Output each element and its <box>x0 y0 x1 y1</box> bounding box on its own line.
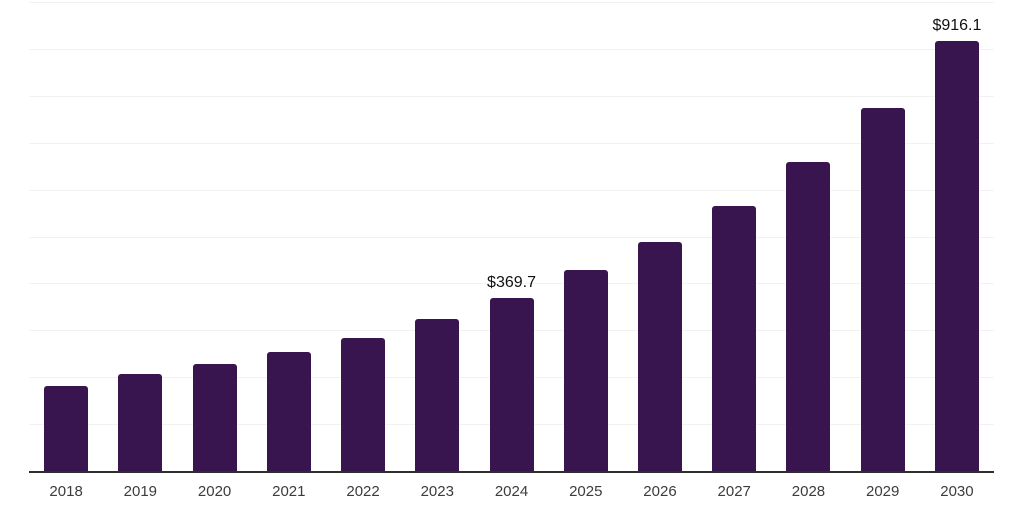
bar-2023[interactable] <box>415 318 460 471</box>
bars: $369.7 $916.1 <box>29 2 994 471</box>
bar-band <box>400 2 474 471</box>
bar-band <box>549 2 623 471</box>
bar-band <box>326 2 400 471</box>
x-tick-2025: 2025 <box>569 483 603 500</box>
bar-band <box>103 2 177 471</box>
bar-2027[interactable] <box>712 205 757 471</box>
bar-2024[interactable] <box>489 297 534 471</box>
bar-band <box>697 2 771 471</box>
plot-area: $369.7 $916.1 <box>29 2 994 473</box>
bar-band <box>771 2 845 471</box>
bar-2025[interactable] <box>563 270 608 471</box>
gridline <box>29 2 994 3</box>
gridline <box>29 189 994 191</box>
x-tick-2028: 2028 <box>791 483 826 500</box>
x-tick-2029: 2029 <box>866 483 900 500</box>
x-tick-2027: 2027 <box>717 483 751 500</box>
x-tick-2018: 2018 <box>49 483 83 500</box>
data-label-2030: $916.1 <box>932 17 982 35</box>
gridline <box>29 95 994 97</box>
bar-2018[interactable] <box>44 386 89 471</box>
bar-2022[interactable] <box>341 337 386 471</box>
gridline <box>29 142 994 144</box>
x-tick-2022: 2022 <box>346 483 380 500</box>
bar-2020[interactable] <box>192 364 237 471</box>
bar-2030[interactable] <box>934 41 979 471</box>
gridline <box>29 236 994 238</box>
x-tick-2026: 2026 <box>643 483 677 500</box>
bar-band <box>846 2 920 471</box>
x-tick-2020: 2020 <box>197 483 232 500</box>
bar-band <box>177 2 251 471</box>
x-tick-2023: 2023 <box>420 483 454 500</box>
bar-2019[interactable] <box>118 374 163 471</box>
bar-band: $369.7 <box>474 2 548 471</box>
x-tick-2030: 2030 <box>940 483 974 500</box>
bar-2026[interactable] <box>637 242 682 471</box>
gridline <box>29 48 994 50</box>
bar-band <box>29 2 103 471</box>
data-label-2024: $369.7 <box>487 273 536 291</box>
bar-band: $916.1 <box>920 2 994 471</box>
bar-2028[interactable] <box>786 161 831 471</box>
bar-band <box>252 2 326 471</box>
bar-band <box>623 2 697 471</box>
x-axis-line <box>29 471 994 473</box>
x-tick-2019: 2019 <box>123 483 158 500</box>
bar-2029[interactable] <box>860 107 905 471</box>
x-tick-2021: 2021 <box>272 483 306 500</box>
x-axis-labels: 2018 2019 2020 2021 2022 2023 2024 2025 2026 2027… <box>29 482 994 502</box>
bar-2021[interactable] <box>266 352 311 471</box>
x-tick-2024: 2024 <box>494 483 529 500</box>
gridline <box>29 283 994 285</box>
